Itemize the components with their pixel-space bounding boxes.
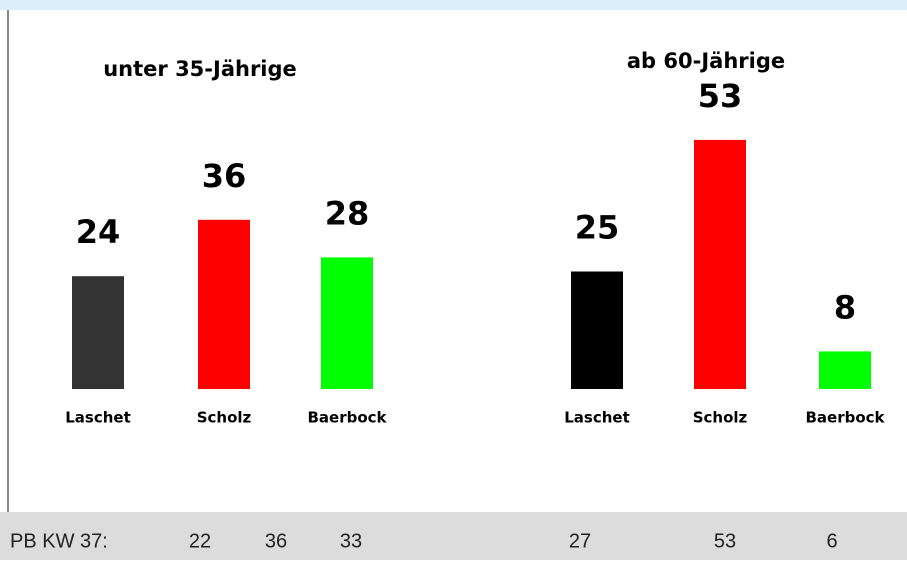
category-label: Baerbock — [307, 409, 387, 427]
category-label: Scholz — [197, 409, 252, 427]
value-label: 24 — [76, 213, 121, 251]
value-label: 25 — [575, 209, 620, 247]
chart-title: ab 60-Jährige — [627, 49, 785, 73]
value-label: 28 — [325, 194, 370, 232]
footer-value: 33 — [340, 530, 362, 552]
bar — [321, 257, 373, 389]
footer-value: 36 — [265, 530, 287, 552]
top-band — [0, 0, 907, 10]
bar — [571, 271, 623, 389]
footer-value: 6 — [826, 530, 837, 552]
category-label: Baerbock — [805, 409, 885, 427]
footer-label: PB KW 37: — [10, 530, 108, 552]
footer-band — [0, 512, 907, 560]
category-label: Laschet — [564, 409, 630, 427]
category-label: Laschet — [65, 409, 131, 427]
bar — [198, 219, 250, 389]
bar — [694, 139, 746, 389]
category-label: Scholz — [693, 409, 748, 427]
chart-title: unter 35-Jährige — [103, 57, 297, 81]
left-border — [7, 10, 9, 512]
value-label: 36 — [202, 157, 247, 195]
bar — [819, 351, 871, 389]
bar — [72, 276, 124, 389]
footer-value: 27 — [569, 530, 591, 552]
value-label: 53 — [698, 77, 743, 115]
footer-value: 53 — [714, 530, 736, 552]
footer-value: 22 — [189, 530, 211, 552]
value-label: 8 — [834, 288, 856, 326]
